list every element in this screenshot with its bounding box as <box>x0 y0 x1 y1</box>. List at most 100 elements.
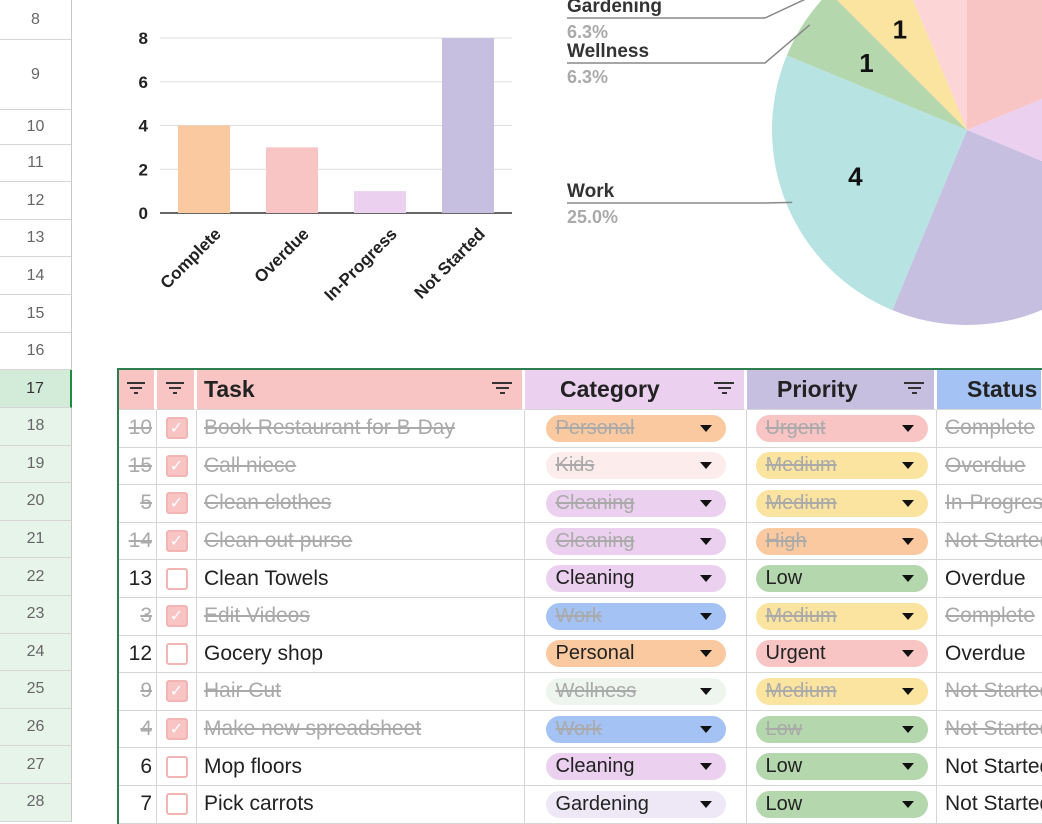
priority-dropdown[interactable]: Urgent <box>755 414 928 442</box>
category-value: Cleaning <box>555 491 635 514</box>
status-cell[interactable]: Not Started <box>937 786 1042 824</box>
task-cell[interactable]: Hair Cut <box>197 673 525 711</box>
header-check[interactable] <box>157 370 197 410</box>
priority-dropdown[interactable]: Low <box>755 753 928 781</box>
header-category[interactable]: Category <box>525 370 747 410</box>
row-header[interactable]: 24 <box>0 633 72 672</box>
task-cell[interactable]: Clean clothes <box>197 485 525 523</box>
category-dropdown[interactable]: Kids <box>545 452 726 480</box>
row-header[interactable]: 28 <box>0 784 72 822</box>
status-cell[interactable]: Overdue <box>937 636 1042 674</box>
status-cell[interactable]: Overdue <box>937 560 1042 598</box>
row-header[interactable]: 12 <box>0 182 72 220</box>
done-checkbox[interactable] <box>165 642 188 665</box>
filter-icon[interactable] <box>492 382 512 397</box>
done-checkbox[interactable]: ✓ <box>165 454 188 477</box>
x-tick-label: In-Progress <box>321 224 401 304</box>
dropdown-arrow-icon <box>699 424 712 432</box>
filter-icon[interactable] <box>165 382 185 397</box>
row-header[interactable]: 11 <box>0 145 72 182</box>
priority-dropdown[interactable]: Medium <box>755 677 928 705</box>
header-task[interactable]: Task <box>197 370 525 410</box>
done-checkbox[interactable] <box>165 793 188 816</box>
priority-dropdown[interactable]: Medium <box>755 452 928 480</box>
done-checkbox[interactable] <box>165 567 188 590</box>
row-header[interactable]: 16 <box>0 333 72 370</box>
status-cell[interactable]: Not Started <box>937 523 1042 561</box>
category-dropdown[interactable]: Cleaning <box>545 565 726 593</box>
task-cell[interactable]: Clean out purse <box>197 522 525 561</box>
done-checkbox[interactable]: ✓ <box>165 530 188 553</box>
row-header[interactable]: 21 <box>0 520 72 559</box>
row-header[interactable]: 23 <box>0 596 72 634</box>
row-header[interactable]: 10 <box>0 110 72 145</box>
priority-dropdown[interactable]: Medium <box>755 602 928 630</box>
task-cell[interactable]: Mop floors <box>197 748 525 786</box>
category-dropdown[interactable]: Personal <box>545 414 726 442</box>
status-cell[interactable]: In-Progress <box>937 485 1042 523</box>
row-header[interactable]: 25 <box>0 671 72 709</box>
row-header[interactable]: 22 <box>0 558 72 596</box>
task-cell[interactable]: Edit Videos <box>197 597 525 636</box>
done-checkbox[interactable]: ✓ <box>165 718 188 741</box>
row-header[interactable]: 8 <box>0 0 72 40</box>
row-header[interactable]: 17 <box>0 370 72 408</box>
status-cell[interactable]: Complete <box>937 410 1042 448</box>
category-cell: Cleaning <box>525 485 747 523</box>
category-dropdown[interactable]: Work <box>545 715 726 743</box>
task-cell[interactable]: Book Restaurant for B-Day <box>197 410 525 448</box>
task-cell[interactable]: Make new spreadsheet <box>197 710 525 749</box>
row-header[interactable]: 18 <box>0 408 72 446</box>
task-cell[interactable]: Pick carrots <box>197 785 525 824</box>
row-header[interactable]: 27 <box>0 746 72 784</box>
header-num[interactable] <box>119 370 157 410</box>
row-header[interactable]: 15 <box>0 295 72 333</box>
category-dropdown[interactable]: Work <box>545 602 726 630</box>
row-header[interactable]: 20 <box>0 483 72 521</box>
task-cell[interactable]: Clean Towels <box>197 560 525 598</box>
priority-dropdown[interactable]: Urgent <box>755 640 928 668</box>
category-dropdown[interactable]: Wellness <box>545 677 726 705</box>
status-cell[interactable]: Not Started <box>937 673 1042 711</box>
status-cell[interactable]: Complete <box>937 598 1042 636</box>
check-cell: ✓ <box>157 673 197 711</box>
category-dropdown[interactable]: Cleaning <box>545 489 726 517</box>
task-cell[interactable]: Call niece <box>197 447 525 486</box>
row-header[interactable]: 13 <box>0 220 72 257</box>
header-status[interactable]: Status <box>937 370 1042 410</box>
row-header[interactable]: 14 <box>0 257 72 295</box>
status-cell[interactable]: Not Started <box>937 711 1042 749</box>
category-dropdown[interactable]: Cleaning <box>545 527 726 555</box>
category-dropdown[interactable]: Personal <box>545 640 726 668</box>
header-priority[interactable]: Priority <box>747 370 937 410</box>
category-value: Wellness <box>555 679 637 702</box>
row-header[interactable]: 19 <box>0 445 72 484</box>
row-header[interactable]: 26 <box>0 708 72 747</box>
done-checkbox[interactable]: ✓ <box>165 492 188 515</box>
filter-icon[interactable] <box>714 382 734 397</box>
done-checkbox[interactable]: ✓ <box>165 680 188 703</box>
priority-dropdown[interactable]: High <box>755 527 928 555</box>
dropdown-arrow-icon <box>699 612 712 620</box>
priority-cell: Medium <box>747 485 937 523</box>
priority-dropdown[interactable]: Low <box>755 790 928 818</box>
done-checkbox[interactable] <box>165 755 188 778</box>
filter-icon[interactable] <box>904 382 924 397</box>
row-header[interactable]: 9 <box>0 40 72 110</box>
category-dropdown[interactable]: Cleaning <box>545 753 726 781</box>
status-cell[interactable]: Not Started <box>937 748 1042 786</box>
task-cell[interactable]: Gocery shop <box>197 635 525 674</box>
dropdown-arrow-icon <box>699 800 712 808</box>
priority-dropdown[interactable]: Medium <box>755 489 928 517</box>
priority-dropdown[interactable]: Low <box>755 565 928 593</box>
status-bar-chart[interactable]: Status 0 2 4 6 8 Complete OverdueIn-ProgressNot… <box>120 0 530 340</box>
category-dropdown[interactable]: Gardening <box>545 790 726 818</box>
done-checkbox[interactable]: ✓ <box>165 417 188 440</box>
done-checkbox[interactable]: ✓ <box>165 605 188 628</box>
filter-icon[interactable] <box>126 382 146 397</box>
priority-dropdown[interactable]: Low <box>755 715 928 743</box>
pie-slice <box>836 0 967 130</box>
status-cell[interactable]: Overdue <box>937 448 1042 486</box>
priority-value: Medium <box>765 491 837 514</box>
